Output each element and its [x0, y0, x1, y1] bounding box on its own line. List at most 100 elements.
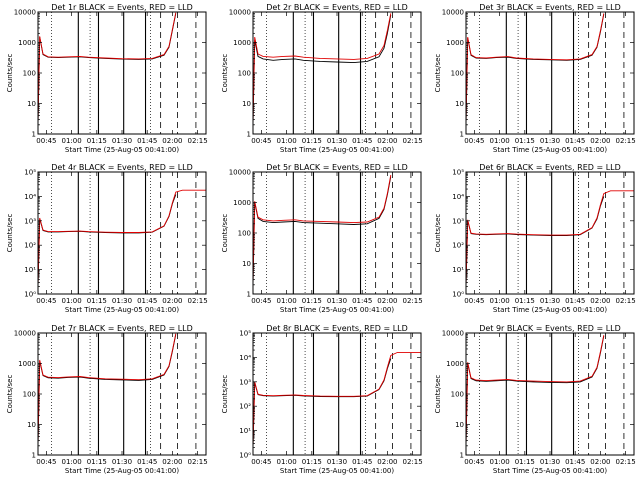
y-tick-label: 10 — [242, 260, 251, 268]
panel-title: Det 4r BLACK = Events, RED = LLD — [51, 163, 193, 172]
x-tick-label: 02:15 — [616, 137, 636, 145]
panel-title: Det 2r BLACK = Events, RED = LLD — [266, 3, 408, 12]
x-tick-label: 02:15 — [403, 297, 423, 305]
series-events-line — [37, 334, 177, 446]
y-tick-label: 100 — [238, 70, 251, 78]
panel-title: Det 9r BLACK = Events, RED = LLD — [479, 324, 621, 333]
x-tick-label: 02:00 — [162, 458, 182, 466]
y-tick-label: 1000 — [233, 39, 251, 47]
panel-det-7: Det 7r BLACK = Events, RED = LLD 1 10 100 10… — [6, 324, 208, 475]
plot-frame — [37, 11, 207, 135]
x-tick-label: 01:00 — [490, 458, 510, 466]
y-tick-label: 10³ — [452, 217, 464, 225]
x-tick-label: 01:15 — [302, 297, 322, 305]
x-tick-label: 01:45 — [137, 297, 157, 305]
y-tick-label: 1 — [460, 131, 464, 139]
plot-frame — [465, 11, 635, 135]
panel-title: Det 5r BLACK = Events, RED = LLD — [266, 163, 408, 172]
y-tick-label: 10000 — [229, 9, 251, 17]
x-tick-label: 01:00 — [490, 137, 510, 145]
x-tick-label: 01:00 — [62, 137, 82, 145]
y-axis-label: Counts/sec — [221, 54, 229, 93]
y-tick-label: 10000 — [442, 330, 464, 338]
x-tick-label: 01:45 — [352, 137, 372, 145]
x-tick-label: 01:45 — [565, 137, 585, 145]
series-events-line — [252, 358, 392, 448]
x-tick-label: 01:00 — [277, 137, 297, 145]
x-tick-label: 01:45 — [352, 297, 372, 305]
x-tick-label: 01:45 — [565, 458, 585, 466]
x-tick-label: 01:00 — [490, 297, 510, 305]
y-tick-label: 10⁵ — [452, 169, 464, 177]
y-tick-label: 10 — [455, 100, 464, 108]
x-tick-label: 02:15 — [188, 458, 208, 466]
panel-title: Det 6r BLACK = Events, RED = LLD — [479, 163, 621, 172]
series-events-line — [465, 14, 605, 125]
y-axis-label: Counts/sec — [221, 214, 229, 253]
x-tick-label: 02:00 — [590, 297, 610, 305]
x-tick-label: 01:30 — [327, 458, 347, 466]
y-tick-label: 100 — [23, 70, 36, 78]
panel-title: Det 8r BLACK = Events, RED = LLD — [266, 324, 408, 333]
x-tick-label: 01:15 — [302, 137, 322, 145]
x-tick-label: 02:15 — [403, 137, 423, 145]
x-tick-label: 01:45 — [137, 458, 157, 466]
series-lld-line — [252, 351, 421, 448]
series-lld-line — [465, 190, 634, 287]
x-tick-label: 02:00 — [377, 297, 397, 305]
panel-title: Det 7r BLACK = Events, RED = LLD — [51, 324, 193, 333]
x-tick-label: 02:15 — [188, 137, 208, 145]
x-tick-label: 01:30 — [112, 297, 132, 305]
panel-det-4: Det 4r BLACK = Events, RED = LLD 10⁰ 10¹ 10… — [6, 163, 208, 314]
y-tick-label: 10² — [452, 242, 464, 250]
series-events-line — [37, 13, 177, 125]
y-tick-label: 10¹ — [452, 266, 464, 274]
series-events-line — [252, 14, 392, 125]
x-tick-label: 01:15 — [515, 297, 535, 305]
x-tick-label: 00:45 — [36, 458, 56, 466]
y-tick-label: 1000 — [233, 199, 251, 207]
y-tick-label: 10000 — [229, 169, 251, 177]
x-axis-label: Start Time (25-Aug-05 00:41:00) — [280, 146, 394, 154]
y-tick-label: 10⁵ — [24, 169, 36, 177]
x-tick-label: 02:15 — [403, 458, 423, 466]
series-lld-line — [37, 189, 206, 287]
series-events-line — [252, 176, 392, 285]
series-lld-line — [252, 13, 392, 125]
panel-det-2: Det 2r BLACK = Events, RED = LLD 1 10 100 10… — [221, 3, 423, 154]
x-axis-label: Start Time (25-Aug-05 00:41:00) — [65, 306, 179, 314]
panel-det-5: Det 5r BLACK = Events, RED = LLD 1 10 100 10… — [221, 163, 423, 314]
y-tick-label: 1 — [32, 452, 36, 460]
panel-det-3: Det 3r BLACK = Events, RED = LLD 1 10 100 10… — [434, 3, 636, 154]
y-tick-label: 10³ — [239, 378, 251, 386]
y-tick-label: 1 — [460, 452, 464, 460]
panel-title: Det 1r BLACK = Events, RED = LLD — [51, 3, 193, 12]
y-axis-label: Counts/sec — [434, 214, 442, 253]
x-tick-label: 00:45 — [36, 137, 56, 145]
x-tick-label: 01:15 — [515, 458, 535, 466]
y-tick-label: 10000 — [14, 9, 36, 17]
y-tick-label: 10 — [27, 100, 36, 108]
y-tick-label: 1 — [32, 131, 36, 139]
x-tick-label: 01:00 — [62, 297, 82, 305]
x-tick-label: 01:30 — [540, 137, 560, 145]
x-tick-label: 00:45 — [464, 137, 484, 145]
y-tick-label: 10⁴ — [239, 354, 251, 362]
y-tick-label: 10⁰ — [24, 291, 36, 299]
x-tick-label: 01:45 — [565, 297, 585, 305]
series-lld-line — [465, 335, 605, 446]
x-tick-label: 00:45 — [464, 297, 484, 305]
series-lld-line — [252, 174, 392, 285]
x-tick-label: 02:15 — [188, 297, 208, 305]
panel-det-6: Det 6r BLACK = Events, RED = LLD 10⁰ 10¹ 10… — [434, 163, 636, 314]
y-tick-label: 10³ — [24, 217, 36, 225]
x-tick-label: 01:15 — [87, 297, 107, 305]
x-axis-label: Start Time (25-Aug-05 00:41:00) — [280, 306, 394, 314]
y-tick-label: 100 — [451, 70, 464, 78]
x-tick-label: 00:45 — [251, 458, 271, 466]
series-events-line — [465, 196, 605, 287]
y-tick-label: 10⁴ — [24, 193, 36, 201]
y-tick-label: 10 — [455, 421, 464, 429]
plot-frame — [252, 11, 422, 135]
